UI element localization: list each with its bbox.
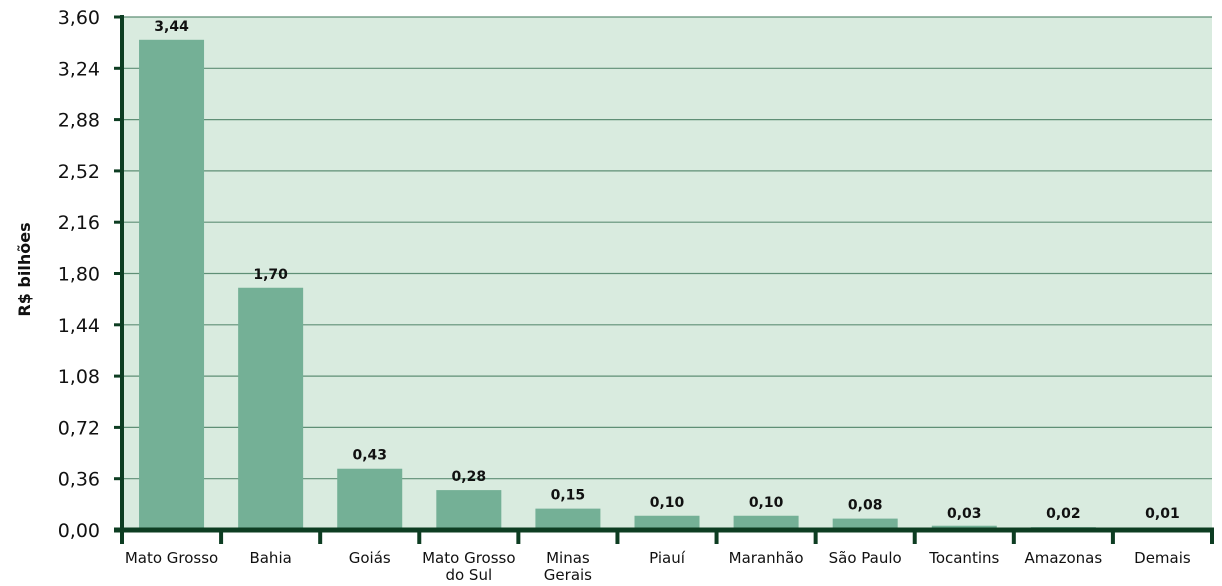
x-category-label: Piauí bbox=[649, 549, 686, 567]
value-label: 0,10 bbox=[650, 495, 685, 511]
x-category-label: São Paulo bbox=[829, 549, 902, 567]
bar bbox=[436, 490, 501, 530]
y-tick-label: 0,00 bbox=[58, 520, 100, 542]
y-tick-label: 1,44 bbox=[58, 315, 100, 337]
y-tick-labels: 0,00 0,36 0,72 1,08 1,44 1,80 2,16 2,52 2,88 3,24… bbox=[58, 7, 122, 542]
x-category-label: Mato Grosso do Sul bbox=[422, 549, 515, 584]
x-category-label: Mato Grosso bbox=[125, 549, 218, 567]
value-label: 0,43 bbox=[352, 448, 387, 464]
bar bbox=[535, 509, 600, 530]
x-category-label: Amazonas bbox=[1025, 549, 1103, 567]
value-label: 3,44 bbox=[154, 19, 189, 35]
y-tick-label: 3,24 bbox=[58, 58, 100, 80]
x-category-label: Bahia bbox=[249, 549, 291, 567]
y-tick-label: 2,16 bbox=[58, 212, 100, 234]
value-label: 0,01 bbox=[1145, 506, 1180, 522]
value-label: 0,03 bbox=[947, 506, 982, 522]
y-axis-title: R$ bilhões bbox=[15, 222, 34, 316]
y-tick-label: 0,36 bbox=[58, 469, 100, 491]
y-tick-label: 2,88 bbox=[58, 110, 100, 132]
value-label: 0,15 bbox=[551, 488, 586, 504]
value-label: 0,10 bbox=[749, 495, 784, 511]
x-category-label: Maranhão bbox=[729, 549, 804, 567]
value-label: 1,70 bbox=[253, 267, 288, 283]
x-category-labels: Mato Grosso Bahia Goiás Mato Grosso do Sul Mi… bbox=[125, 549, 1191, 584]
value-label: 0,02 bbox=[1046, 506, 1081, 522]
x-category-label: Demais bbox=[1134, 549, 1191, 567]
x-category-label: Tocantins bbox=[928, 549, 999, 567]
x-category-label: Goiás bbox=[349, 549, 391, 567]
y-tick-label: 0,72 bbox=[58, 417, 100, 439]
x-category-label: Minas Gerais bbox=[544, 549, 592, 584]
y-tick-label: 3,60 bbox=[58, 7, 100, 29]
bar bbox=[238, 288, 303, 530]
bar bbox=[139, 40, 204, 530]
value-label: 0,28 bbox=[452, 469, 487, 485]
bar bbox=[337, 469, 402, 530]
y-tick-label: 2,52 bbox=[58, 161, 100, 183]
value-label: 0,08 bbox=[848, 498, 883, 514]
y-tick-label: 1,08 bbox=[58, 366, 100, 388]
y-tick-label: 1,80 bbox=[58, 264, 100, 286]
